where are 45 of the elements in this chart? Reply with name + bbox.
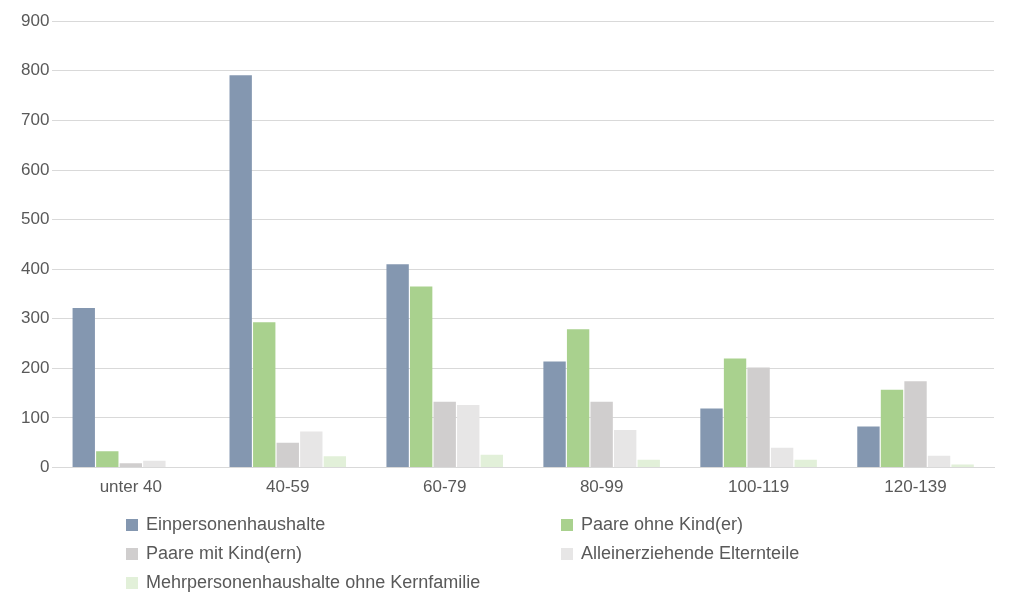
legend-label: Mehrpersonenhaushalte ohne Kernfamilie	[146, 572, 481, 593]
bar	[72, 307, 95, 468]
bar	[614, 429, 637, 468]
bar	[323, 456, 347, 468]
bar	[566, 329, 590, 468]
bar	[723, 358, 747, 468]
legend-label: Alleinerziehende Elternteile	[581, 543, 800, 564]
bar	[927, 455, 951, 468]
bar	[880, 389, 904, 468]
y-tick-label: 500	[20, 209, 50, 229]
bar	[857, 426, 880, 468]
x-tick-label: 80-99	[579, 477, 624, 497]
bar	[700, 408, 723, 468]
bar	[229, 75, 252, 468]
bar	[543, 361, 566, 468]
x-tick-label: 60-79	[422, 477, 467, 497]
y-tick-label: 300	[20, 308, 50, 328]
bar	[276, 442, 299, 468]
y-tick-label: 200	[20, 358, 50, 378]
x-tick-label: 40-59	[266, 477, 310, 497]
bar	[386, 264, 409, 468]
bar	[480, 454, 503, 468]
bar	[794, 459, 817, 468]
bar	[637, 459, 660, 468]
bar	[119, 463, 143, 468]
bar	[143, 460, 166, 468]
bar	[409, 286, 433, 468]
legend-label: Paare mit Kind(ern)	[146, 543, 303, 564]
y-tick-label: 700	[20, 110, 50, 130]
x-tick-label: 120-139	[884, 477, 947, 497]
y-tick-label: 0	[39, 457, 50, 477]
bar	[457, 405, 480, 468]
bar	[253, 322, 276, 468]
y-tick-label: 900	[20, 10, 50, 30]
legend-label: Paare ohne Kind(er)	[581, 514, 744, 535]
bar	[300, 431, 323, 468]
y-tick-label: 400	[20, 258, 50, 278]
legend-label: Einpersonenhaushalte	[146, 514, 326, 535]
bar	[770, 447, 794, 468]
x-tick-label: unter 40	[99, 477, 163, 497]
y-tick-label: 800	[20, 60, 50, 80]
y-tick-label: 100	[20, 407, 50, 427]
bar	[96, 451, 119, 468]
y-tick-label: 600	[20, 159, 50, 179]
x-tick-label: 100-119	[728, 477, 790, 497]
